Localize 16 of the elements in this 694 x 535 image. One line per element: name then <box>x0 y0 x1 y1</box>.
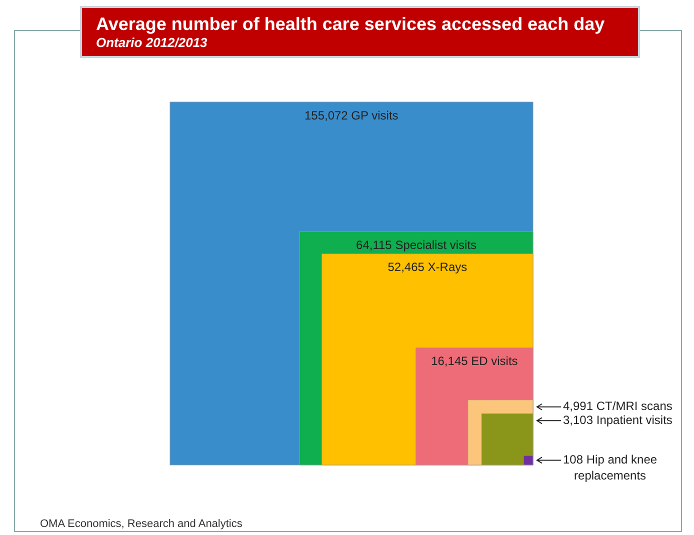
text: Average number of health care services accessed each day <box>96 14 606 35</box>
category-label: GP visits <box>351 108 398 122</box>
category-label: X-Rays <box>428 260 468 274</box>
category-label: CT/MRI scans <box>596 399 672 414</box>
data-label: 108 <box>563 452 584 467</box>
category-label: Inpatient visits <box>596 412 672 427</box>
data-label: 52,465 <box>388 260 425 274</box>
data-label: 64,115 <box>356 238 392 252</box>
data-label: 4,991 <box>563 399 594 414</box>
category-label: Specialist visits <box>395 238 477 252</box>
data-label: 3,103 <box>563 412 594 427</box>
category-label: ED visits <box>471 354 518 368</box>
data-label: 16,145 <box>431 354 468 368</box>
text: Ontario 2012/2013 <box>96 35 208 50</box>
text: OMA Economics, Research and Analytics <box>40 518 242 530</box>
data-label: 155,072 <box>304 108 348 122</box>
